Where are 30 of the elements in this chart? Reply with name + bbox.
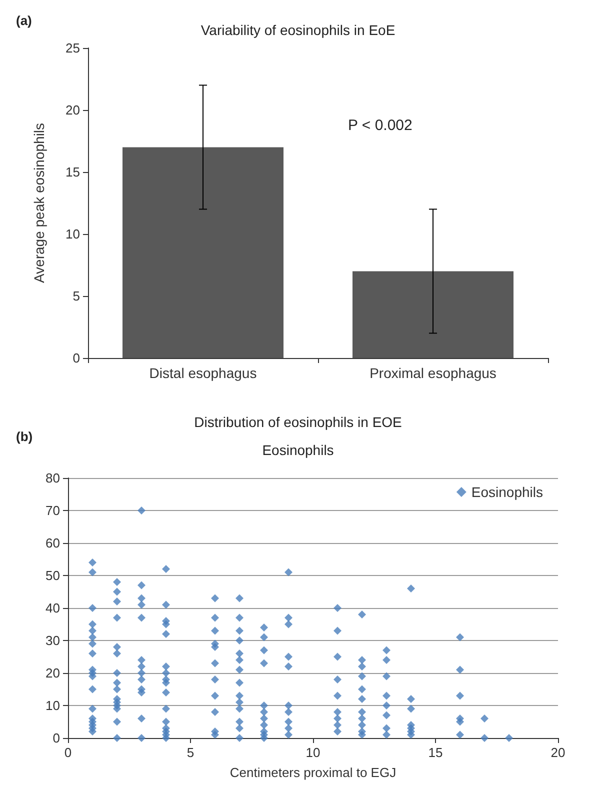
y-tick-label: 20 bbox=[46, 666, 60, 680]
x-tick-label: 10 bbox=[306, 745, 320, 760]
legend-label: Eosinophils bbox=[471, 484, 544, 500]
x-tick-label: Proximal esophagus bbox=[370, 365, 496, 381]
chart-title: Distribution of eosinophils in EOE bbox=[194, 414, 402, 430]
x-tick-label: 15 bbox=[428, 745, 443, 760]
text: (b) bbox=[16, 429, 33, 444]
x-tick-label: 20 bbox=[550, 745, 566, 760]
y-tick-label: 10 bbox=[46, 698, 60, 713]
y-tick-label: 10 bbox=[66, 226, 80, 242]
y-tick-label: 30 bbox=[46, 633, 60, 648]
annotation: P < 0.002 bbox=[348, 117, 412, 134]
chart-subtitle: Eosinophils bbox=[262, 442, 334, 458]
y-tick-label: 0 bbox=[72, 350, 80, 366]
text: (a) bbox=[16, 13, 32, 28]
y-tick-label: 5 bbox=[72, 288, 80, 304]
chart-title: Variability of eosinophils in EoE bbox=[200, 22, 396, 38]
x-tick-label: Distal esophagus bbox=[149, 365, 257, 381]
y-tick-label: 20 bbox=[66, 102, 80, 118]
y-tick-label: 50 bbox=[46, 568, 60, 583]
x-tick-label: 5 bbox=[186, 745, 194, 760]
y-tick-label: 15 bbox=[66, 164, 80, 180]
x-axis-title: Centimeters proximal to EGJ bbox=[230, 765, 396, 780]
y-tick-label: 0 bbox=[52, 730, 60, 746]
y-tick-label: 25 bbox=[66, 40, 80, 56]
y-axis-title: Average peak eosinophils bbox=[31, 122, 47, 284]
y-tick-label: 60 bbox=[46, 536, 60, 550]
y-tick-label: 80 bbox=[46, 470, 60, 486]
y-tick-label: 40 bbox=[46, 600, 60, 616]
y-tick-label: 70 bbox=[46, 503, 60, 518]
